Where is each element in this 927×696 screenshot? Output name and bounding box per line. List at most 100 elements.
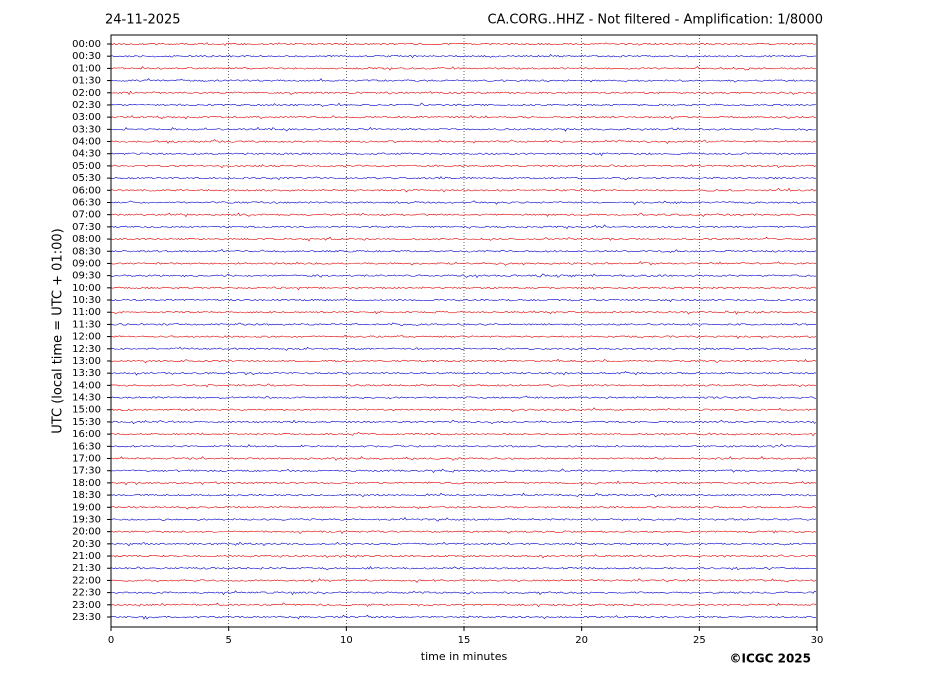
y-tick-label: 01:00 <box>72 63 101 74</box>
y-tick-label: 02:00 <box>72 88 101 99</box>
trace <box>110 505 817 510</box>
trace <box>110 164 817 169</box>
trace <box>110 152 817 157</box>
trace <box>110 468 817 474</box>
y-tick-label: 20:00 <box>72 527 101 538</box>
trace <box>110 42 817 46</box>
trace <box>110 187 817 193</box>
y-tick-label: 06:00 <box>72 185 101 196</box>
trace <box>110 126 817 132</box>
trace <box>110 566 817 571</box>
y-tick-label: 01:30 <box>72 76 101 87</box>
date: 24-11-2025 <box>105 13 181 28</box>
trace <box>110 517 817 522</box>
x-tick-label: 0 <box>108 635 114 646</box>
trace <box>110 261 817 266</box>
trace <box>110 176 817 181</box>
y-tick-label: 23:30 <box>72 612 101 623</box>
trace <box>110 602 817 608</box>
y-tick-label: 13:30 <box>72 368 101 379</box>
y-tick-label: 00:00 <box>72 39 101 50</box>
trace <box>110 273 817 279</box>
trace <box>110 419 817 425</box>
y-tick-label: 06:30 <box>72 197 101 208</box>
y-tick-label: 22:30 <box>72 588 101 599</box>
y-axis-label: UTC (local time = UTC + 01:00) <box>51 228 66 433</box>
trace <box>110 395 817 400</box>
y-tick-label: 15:00 <box>72 405 101 416</box>
trace <box>110 590 817 596</box>
y-tick-label: 13:00 <box>72 356 101 367</box>
trace <box>110 541 817 547</box>
trace <box>110 236 817 242</box>
y-tick-label: 14:30 <box>72 393 101 404</box>
y-tick-label: 09:30 <box>72 271 101 282</box>
y-tick-label: 00:30 <box>72 51 101 62</box>
x-axis-label: time in minutes <box>421 650 508 663</box>
x-tick-label: 30 <box>811 635 824 646</box>
y-tick-label: 05:30 <box>72 173 101 184</box>
trace <box>110 614 817 620</box>
y-tick-label: 19:00 <box>72 502 101 513</box>
y-tick-label: 12:00 <box>72 332 101 343</box>
y-tick-label: 05:00 <box>72 161 101 172</box>
y-tick-label: 08:00 <box>72 234 101 245</box>
y-tick-label: 17:00 <box>72 454 101 465</box>
trace <box>110 298 817 303</box>
y-tick-label: 14:00 <box>72 380 101 391</box>
y-tick-label: 07:30 <box>72 222 101 233</box>
trace <box>110 480 817 486</box>
x-tick-label: 15 <box>458 635 471 646</box>
trace <box>110 200 817 205</box>
trace <box>110 286 817 291</box>
y-tick-label: 10:00 <box>72 283 101 294</box>
trace <box>110 554 817 559</box>
trace <box>110 346 817 351</box>
y-tick-label: 18:00 <box>72 478 101 489</box>
y-tick-label: 11:00 <box>72 307 101 318</box>
trace <box>110 383 817 388</box>
trace <box>110 407 817 412</box>
trace <box>110 65 817 71</box>
y-tick-label: 03:00 <box>72 112 101 123</box>
trace <box>110 322 817 327</box>
trace <box>110 530 817 535</box>
trace <box>110 578 817 583</box>
y-tick-label: 02:30 <box>72 100 101 111</box>
credit: ©ICGC 2025 <box>729 652 811 666</box>
trace <box>110 431 817 437</box>
trace <box>110 456 817 461</box>
trace <box>110 102 817 107</box>
x-tick-label: 20 <box>575 635 588 646</box>
trace <box>110 371 817 376</box>
y-tick-label: 23:00 <box>72 600 101 611</box>
y-tick-label: 12:30 <box>72 344 101 355</box>
trace <box>110 358 817 364</box>
y-tick-label: 07:00 <box>72 210 101 221</box>
y-tick-label: 20:30 <box>72 539 101 550</box>
y-tick-label: 22:00 <box>72 575 101 586</box>
y-tick-label: 16:00 <box>72 429 101 440</box>
y-tick-label: 03:30 <box>72 124 101 135</box>
x-tick-label: 5 <box>225 635 231 646</box>
trace <box>110 310 817 315</box>
trace <box>110 248 817 254</box>
y-tick-label: 16:30 <box>72 441 101 452</box>
trace <box>110 78 817 83</box>
y-tick-label: 17:30 <box>72 466 101 477</box>
y-tick-label: 09:00 <box>72 258 101 269</box>
chart-title: CA.CORG..HHZ - Not filtered - Amplificat… <box>487 13 823 28</box>
trace <box>110 443 817 448</box>
trace <box>110 139 817 144</box>
y-tick-label: 21:00 <box>72 551 101 562</box>
trace <box>110 212 817 218</box>
y-tick-label: 11:30 <box>72 319 101 330</box>
x-tick-label: 25 <box>693 635 706 646</box>
y-tick-label: 19:30 <box>72 514 101 525</box>
y-tick-label: 18:30 <box>72 490 101 501</box>
trace <box>110 492 817 498</box>
y-tick-label: 10:30 <box>72 295 101 306</box>
x-tick-label: 10 <box>340 635 353 646</box>
y-tick-label: 04:00 <box>72 137 101 148</box>
